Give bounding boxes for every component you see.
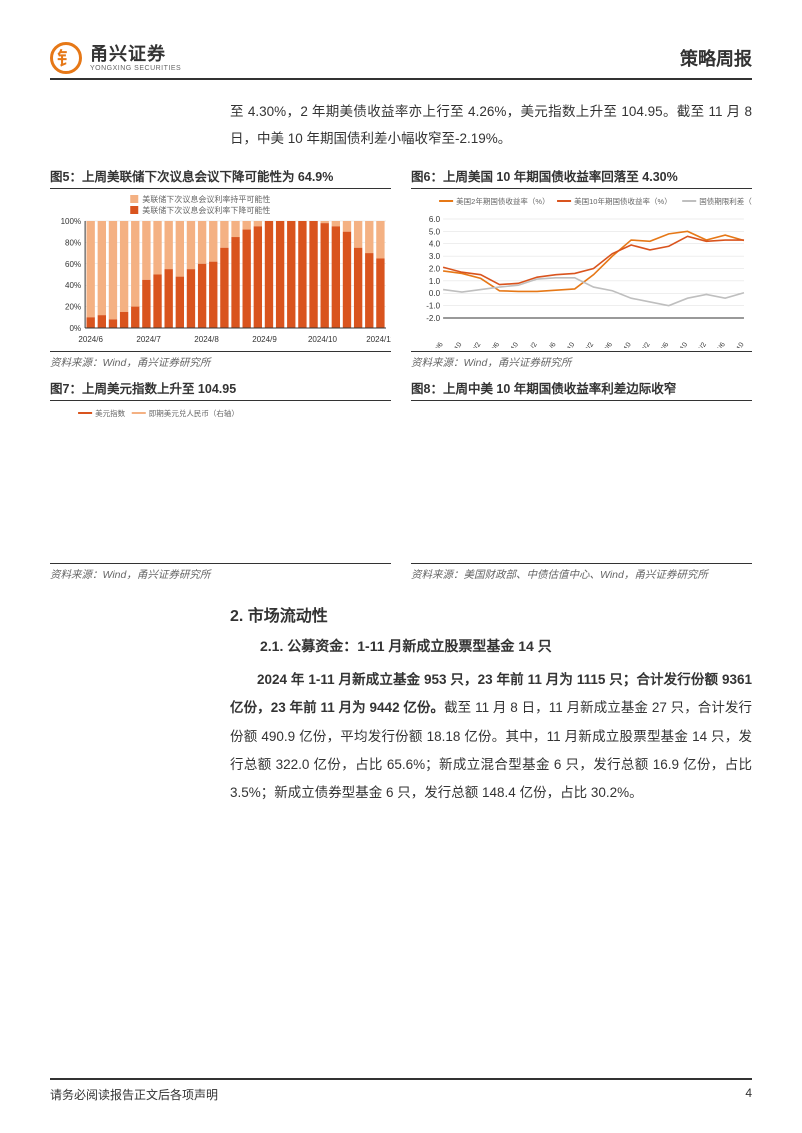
charts-row-1: 图5：上周美联储下次议息会议下降可能性为 64.9% 美联储下次议息会议利率持平…	[50, 166, 752, 370]
svg-text:40%: 40%	[65, 281, 81, 290]
svg-text:4.0: 4.0	[429, 240, 441, 249]
svg-text:100%: 100%	[61, 217, 81, 226]
svg-text:2023/10: 2023/10	[671, 341, 690, 348]
svg-text:2020/10: 2020/10	[501, 341, 520, 348]
svg-text:2022/2: 2022/2	[578, 341, 595, 348]
svg-text:2024/9: 2024/9	[252, 335, 277, 344]
svg-text:2.0: 2.0	[429, 265, 441, 274]
svg-text:20%: 20%	[65, 303, 81, 312]
section2-paragraph: 2024 年 1-11 月新成立基金 953 只，23 年前 11 月为 111…	[230, 666, 752, 808]
svg-text:2023/6: 2023/6	[654, 341, 671, 348]
logo-text: 甬兴证券 YONGXING SECURITIES	[90, 45, 181, 72]
svg-text:2024/7: 2024/7	[136, 335, 161, 344]
chart8-source: 资料来源：美国财政部、中债估值中心、Wind，甬兴证券研究所	[411, 563, 752, 582]
svg-text:美国2年期国债收益率（%）: 美国2年期国债收益率（%）	[456, 196, 549, 206]
svg-text:6.0: 6.0	[429, 215, 441, 224]
svg-text:3.0: 3.0	[429, 252, 441, 261]
chart6-block: 图6：上周美国 10 年期国债收益率回落至 4.30% 美国2年期国债收益率（%…	[411, 166, 752, 370]
chart6-title: 图6：上周美国 10 年期国债收益率回落至 4.30%	[411, 166, 752, 189]
svg-text:2024/6: 2024/6	[78, 335, 103, 344]
section2-heading: 2. 市场流动性	[230, 602, 752, 626]
svg-text:2023/2: 2023/2	[635, 341, 652, 348]
svg-text:2021/6: 2021/6	[541, 341, 558, 348]
svg-text:国债期限利差（10年 - 2年，%）: 国债期限利差（10年 - 2年，%）	[699, 196, 752, 206]
svg-text:2020/2: 2020/2	[466, 341, 483, 348]
footer-disclaimer: 请务必阅读报告正文后各项声明	[50, 1086, 218, 1103]
chart5-canvas: 美联储下次议息会议利率持平可能性美联储下次议息会议利率下降可能性 0% 20% 40%…	[50, 193, 391, 348]
svg-text:即期美元兑人民币（右轴）: 即期美元兑人民币（右轴）	[149, 408, 239, 418]
footer-page-number: 4	[745, 1086, 752, 1103]
svg-text:80%: 80%	[65, 238, 81, 247]
chart7-title: 图7：上周美元指数上升至 104.95	[50, 378, 391, 401]
charts-row-2: 图7：上周美元指数上升至 104.95 美元指数 即期美元兑人民币（右轴） 资料来…	[50, 378, 752, 582]
chart8-canvas	[411, 405, 752, 560]
svg-text:2021/2: 2021/2	[522, 341, 539, 348]
logo-block: 钅 甬兴证券 YONGXING SECURITIES	[50, 42, 181, 74]
chart8-title: 图8：上周中美 10 年期国债收益率利差边际收窄	[411, 378, 752, 401]
svg-text:2024/10: 2024/10	[727, 341, 746, 348]
svg-text:-1.0: -1.0	[426, 302, 440, 311]
svg-text:2022/6: 2022/6	[597, 341, 614, 348]
page-header: 钅 甬兴证券 YONGXING SECURITIES 策略周报	[50, 42, 752, 80]
intro-paragraph: 至 4.30%，2 年期美债收益率亦上行至 4.26%，美元指数上升至 104.…	[230, 98, 752, 152]
svg-text:2024/2: 2024/2	[691, 341, 708, 348]
svg-text:60%: 60%	[65, 260, 81, 269]
chart5-title: 图5：上周美联储下次议息会议下降可能性为 64.9%	[50, 166, 391, 189]
chart5-block: 图5：上周美联储下次议息会议下降可能性为 64.9% 美联储下次议息会议利率持平…	[50, 166, 391, 370]
svg-text:2024/8: 2024/8	[194, 335, 219, 344]
chart7-source: 资料来源：Wind，甬兴证券研究所	[50, 563, 391, 582]
svg-text:2019/10: 2019/10	[445, 341, 464, 348]
svg-text:2024/10: 2024/10	[308, 335, 338, 344]
section2-rest: 截至 11 月 8 日，11 月新成立基金 27 只，合计发行份额 490.9 …	[230, 700, 752, 800]
svg-text:2020/6: 2020/6	[484, 341, 501, 348]
svg-text:美联储下次议息会议利率持平可能性: 美联储下次议息会议利率持平可能性	[142, 194, 270, 204]
svg-text:美联储下次议息会议利率下降可能性: 美联储下次议息会议利率下降可能性	[142, 205, 270, 215]
chart8-block: 图8：上周中美 10 年期国债收益率利差边际收窄 资料来源：美国财政部、中债估值…	[411, 378, 752, 582]
logo-icon: 钅	[50, 42, 82, 74]
logo-cn: 甬兴证券	[90, 45, 181, 63]
svg-text:5.0: 5.0	[429, 227, 441, 236]
chart7-canvas: 美元指数 即期美元兑人民币（右轴）	[50, 405, 391, 560]
svg-text:2022/10: 2022/10	[614, 341, 633, 348]
svg-text:-2.0: -2.0	[426, 314, 440, 323]
page-footer: 请务必阅读报告正文后各项声明 4	[50, 1078, 752, 1103]
svg-text:2019/6: 2019/6	[428, 341, 445, 348]
doc-type: 策略周报	[680, 45, 752, 71]
svg-text:2021/10: 2021/10	[558, 341, 577, 348]
logo-en: YONGXING SECURITIES	[90, 65, 181, 72]
svg-text:2024/11: 2024/11	[366, 335, 391, 344]
svg-text:0.0: 0.0	[429, 289, 441, 298]
svg-text:0%: 0%	[70, 324, 82, 333]
chart5-source: 资料来源：Wind，甬兴证券研究所	[50, 351, 391, 370]
svg-text:美国10年期国债收益率（%）: 美国10年期国债收益率（%）	[574, 196, 672, 206]
chart6-canvas: 美国2年期国债收益率（%） 美国10年期国债收益率（%） 国债期限利差（10年 - …	[411, 193, 752, 348]
svg-text:2024/6: 2024/6	[710, 341, 727, 348]
section2-subheading: 2.1. 公募资金：1-11 月新成立股票型基金 14 只	[260, 636, 752, 656]
chart6-source: 资料来源：Wind，甬兴证券研究所	[411, 351, 752, 370]
svg-text:1.0: 1.0	[429, 277, 441, 286]
svg-text:美元指数: 美元指数	[95, 408, 126, 418]
chart7-block: 图7：上周美元指数上升至 104.95 美元指数 即期美元兑人民币（右轴） 资料来…	[50, 378, 391, 582]
